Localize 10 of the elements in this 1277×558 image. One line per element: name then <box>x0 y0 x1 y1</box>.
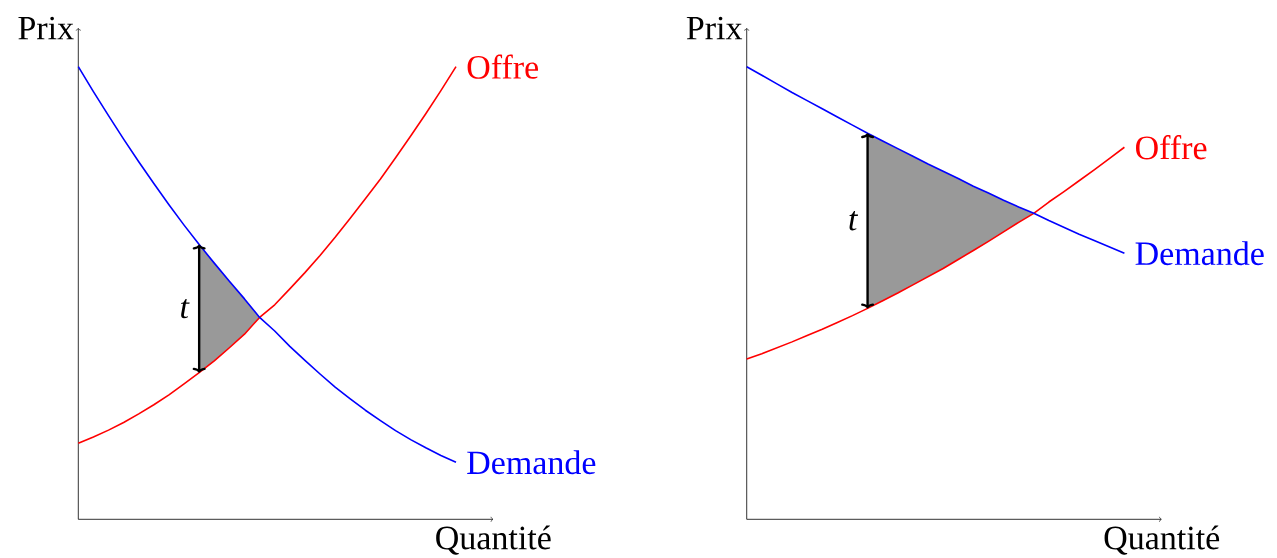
annotation: t <box>181 298 190 319</box>
series-label: Demande <box>467 450 596 475</box>
y-axis-title: Prix <box>686 16 743 40</box>
y-axis-title: Prix <box>18 16 74 40</box>
annotation: t <box>849 211 859 231</box>
series-label: Demande <box>1135 241 1264 266</box>
x-axis-title: Quantité <box>436 525 551 555</box>
series-label: Offre <box>467 54 539 79</box>
x-axis-title: Quantité <box>1104 525 1220 555</box>
series-label: Offre <box>1136 135 1207 160</box>
